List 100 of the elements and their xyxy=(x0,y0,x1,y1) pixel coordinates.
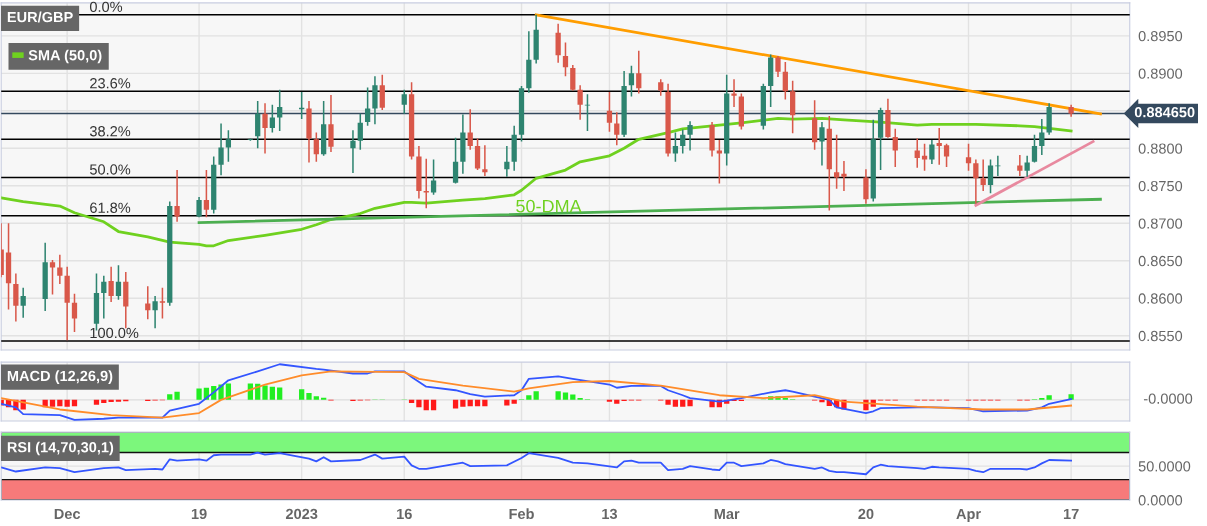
x-tick-label: 20 xyxy=(858,508,874,520)
text: RSI (14,70,30,1) xyxy=(7,441,114,456)
candlestick xyxy=(71,292,78,333)
bar xyxy=(313,396,319,400)
y-tick-label: 0.8800 xyxy=(1138,143,1183,154)
annotation: 50.0% xyxy=(89,164,131,175)
bar xyxy=(174,391,180,400)
candlestick xyxy=(584,93,591,132)
candlestick xyxy=(614,111,620,147)
annotation: 100.0% xyxy=(90,327,139,339)
candlestick xyxy=(943,143,950,168)
annotation: 23.6% xyxy=(90,78,131,89)
bar xyxy=(321,397,327,400)
candlestick xyxy=(467,108,473,151)
bar xyxy=(555,391,561,400)
candlestick xyxy=(680,128,686,155)
bar xyxy=(460,399,466,407)
candlestick xyxy=(482,144,488,177)
x-tick-label: 13 xyxy=(602,508,618,520)
bar xyxy=(108,399,114,402)
candlestick xyxy=(775,55,781,78)
candlestick xyxy=(328,94,334,153)
candlestick xyxy=(350,129,356,174)
y-tick-label: 0.8550 xyxy=(1138,330,1183,342)
candlestick xyxy=(1024,155,1030,178)
bar xyxy=(167,394,173,400)
candlestick xyxy=(980,158,986,192)
candlestick xyxy=(57,254,63,285)
candlestick xyxy=(716,139,723,185)
bar xyxy=(430,399,437,411)
candlestick xyxy=(372,75,378,126)
candlestick xyxy=(364,86,371,127)
candlestick xyxy=(174,169,180,223)
ref-line-label: 0.884650 xyxy=(1134,107,1195,118)
candlestick xyxy=(357,113,363,151)
bar xyxy=(196,388,202,400)
y-tick-label: 0.8600 xyxy=(1138,293,1183,304)
bar xyxy=(423,399,429,411)
bar xyxy=(680,399,686,407)
bar xyxy=(93,399,100,405)
candlestick xyxy=(152,295,158,330)
bar xyxy=(665,399,671,405)
candlestick xyxy=(430,158,437,196)
text: -0.0000 xyxy=(1143,393,1193,404)
y-tick-label: 0.8750 xyxy=(1138,180,1183,192)
candlestick xyxy=(628,65,635,98)
y-tick-label: 0.0000 xyxy=(1138,495,1183,506)
candlestick xyxy=(225,129,232,163)
candlestick xyxy=(218,122,224,177)
x-tick-label: Mar xyxy=(714,508,740,520)
bar xyxy=(504,399,510,406)
candlestick xyxy=(313,131,319,163)
bar xyxy=(526,395,532,400)
annotation: 38.2% xyxy=(89,126,131,137)
bar xyxy=(64,399,70,407)
candlestick xyxy=(833,134,840,190)
candlestick xyxy=(672,131,679,163)
y-tick-label: 0.8650 xyxy=(1138,255,1183,267)
candlestick xyxy=(159,287,166,320)
candlestick xyxy=(20,287,26,319)
bar xyxy=(819,399,825,403)
candlestick xyxy=(1031,134,1038,164)
bar xyxy=(533,391,539,400)
candlestick xyxy=(423,158,429,210)
candlestick xyxy=(606,91,613,133)
candlestick xyxy=(987,158,994,195)
bar xyxy=(511,399,517,404)
x-tick-label: 17 xyxy=(1063,508,1079,519)
x-tick-label: 19 xyxy=(191,508,207,520)
bar xyxy=(416,399,422,408)
chart-title: EUR/GBP xyxy=(7,11,73,23)
candlestick xyxy=(1039,118,1045,156)
candlestick xyxy=(555,23,561,64)
candlestick xyxy=(203,169,210,219)
annotation: 50-DMA xyxy=(516,199,582,213)
x-tick-label: 2023 xyxy=(285,508,318,520)
bar xyxy=(49,399,56,407)
candlestick xyxy=(731,78,737,108)
candlestick xyxy=(255,100,261,150)
candlestick xyxy=(636,50,642,95)
candlestick xyxy=(13,272,19,323)
bar xyxy=(269,386,275,400)
y-tick-label: 50.0000 xyxy=(1138,461,1191,472)
candlestick xyxy=(863,168,869,205)
candlestick xyxy=(474,137,481,171)
candlestick xyxy=(379,74,385,111)
bar xyxy=(562,392,569,400)
candlestick xyxy=(929,139,935,165)
bar xyxy=(672,399,679,407)
candlestick xyxy=(452,137,459,185)
candlestick xyxy=(577,84,583,121)
candlestick xyxy=(687,120,693,152)
bar xyxy=(299,389,305,400)
bar xyxy=(277,387,283,400)
candlestick xyxy=(570,64,576,92)
x-tick-label: Feb xyxy=(509,508,534,520)
candlestick xyxy=(892,128,898,168)
candlestick xyxy=(965,143,972,172)
x-tick-label: 16 xyxy=(397,508,412,520)
y-tick-label: 0.8700 xyxy=(1138,218,1183,229)
